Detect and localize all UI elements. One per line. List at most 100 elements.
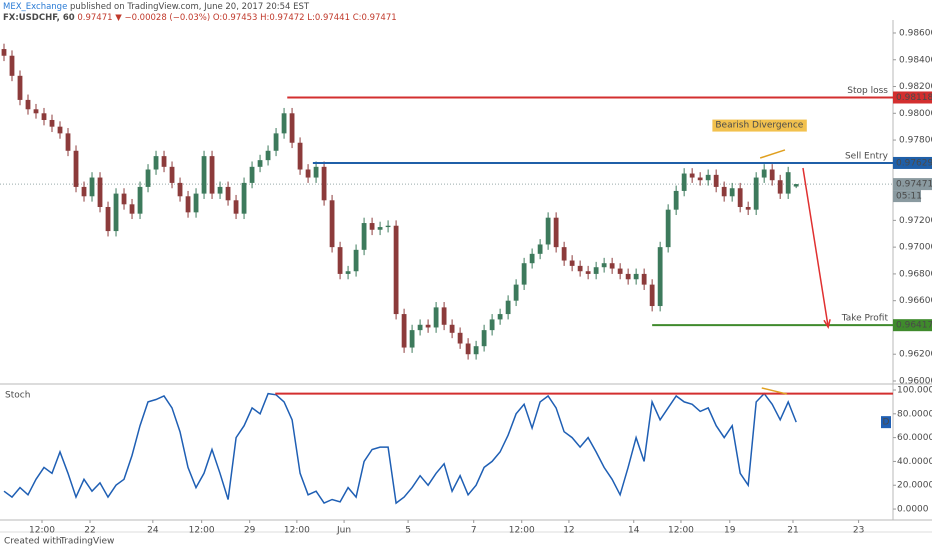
candle-body — [281, 113, 287, 134]
symbol: FX:USDCHF, 60 — [3, 13, 75, 23]
candle-body — [225, 186, 231, 201]
header-title: published on TradingView.com, June 20, 2… — [70, 2, 310, 12]
candle-body — [697, 177, 703, 181]
candle-body — [705, 174, 711, 181]
candle-body — [329, 200, 335, 248]
candle-body — [577, 265, 583, 272]
candle-body — [641, 273, 647, 285]
candle-body — [409, 330, 415, 348]
candle-body — [585, 271, 591, 274]
quote-line: FX:USDCHF, 60 0.97471 ▼ −0.00028 (−0.03%… — [3, 13, 397, 23]
x-tick-label: 21 — [787, 526, 798, 536]
x-tick-label: 7 — [471, 526, 477, 536]
candle-body — [657, 247, 663, 307]
brand: TradingView — [59, 537, 114, 547]
y2-tick-label: 40.0000 — [897, 457, 932, 467]
x-tick-label: 12:00 — [509, 526, 535, 536]
candle-body — [57, 126, 63, 134]
candle-body — [81, 186, 87, 197]
candle-body — [41, 113, 47, 120]
candle-body — [505, 300, 511, 315]
countdown-badge — [893, 190, 921, 203]
candle-body — [289, 113, 295, 143]
candle-body — [97, 177, 103, 207]
candle-body — [177, 182, 183, 197]
candle-body — [729, 188, 735, 197]
candle-body — [89, 177, 95, 197]
x-tick-label: 12:00 — [29, 526, 55, 536]
candle-body — [145, 169, 151, 187]
candle-body — [161, 156, 167, 167]
last-price-label: 0.97471 — [896, 180, 932, 190]
x-tick-label: 29 — [244, 526, 256, 536]
y-tick-label: 0.96000 — [899, 376, 932, 386]
footer-text: Created with — [4, 537, 62, 547]
candle-body — [169, 166, 175, 183]
candle-body — [1, 49, 7, 56]
candle-body — [553, 217, 559, 248]
candle-body — [489, 319, 495, 331]
divergence-label-bg — [712, 119, 807, 132]
x-tick-label: 12:00 — [668, 526, 694, 536]
candle-body — [361, 223, 367, 250]
candle-body — [113, 193, 119, 232]
level-name: Stop loss — [847, 86, 888, 96]
level-badge-label: 0.96417 — [896, 321, 932, 331]
candle-body — [593, 267, 599, 274]
candle-body — [417, 324, 423, 331]
candle-body — [521, 263, 527, 285]
candle-body — [497, 314, 503, 320]
candle-body — [297, 142, 303, 170]
signal-badge — [881, 416, 891, 429]
candle-body — [257, 160, 263, 167]
level-badge — [893, 91, 932, 104]
candle-body — [537, 244, 543, 254]
candle-body — [721, 186, 727, 197]
signal-label: D — [883, 418, 890, 428]
candle-body — [185, 196, 191, 213]
candle-body — [633, 273, 639, 280]
candle-body — [617, 268, 623, 274]
level-name: Take Profit — [841, 314, 889, 324]
candle-body — [601, 263, 607, 268]
candle-body — [9, 55, 15, 76]
level-badge-label: 0.98118 — [896, 93, 932, 103]
y2-tick-label: 60.0000 — [897, 433, 932, 443]
x-tick-label: 22 — [84, 526, 95, 536]
candle-body — [217, 186, 223, 194]
candle-body — [377, 227, 383, 230]
candle-body — [673, 190, 679, 210]
candle-body — [665, 209, 671, 248]
level-badge-label: 0.97629 — [896, 158, 932, 168]
candle-body — [769, 169, 775, 181]
candle-body — [545, 217, 551, 245]
candle-body — [465, 343, 471, 355]
candle-body — [49, 119, 55, 127]
y2-tick-label: 100.0000 — [897, 386, 932, 396]
y2-tick-label: 80.0000 — [897, 409, 932, 419]
last-price-badge — [893, 178, 932, 191]
candle-body — [441, 307, 447, 325]
candle-body — [481, 330, 487, 347]
candle-body — [17, 75, 23, 100]
candle-body — [313, 166, 319, 178]
candle-body — [273, 133, 279, 151]
header-line: MEX_Exchange published on TradingView.co… — [3, 2, 310, 12]
candle-body — [513, 284, 519, 301]
x-tick-label: 24 — [147, 526, 159, 536]
candle-body — [625, 273, 631, 280]
candle-body — [433, 307, 439, 328]
candle-body — [209, 156, 215, 194]
candle-body — [201, 156, 207, 194]
candle-body — [345, 271, 351, 274]
candle-body — [449, 324, 455, 333]
candle-body — [121, 193, 127, 205]
candle-body — [425, 324, 431, 328]
